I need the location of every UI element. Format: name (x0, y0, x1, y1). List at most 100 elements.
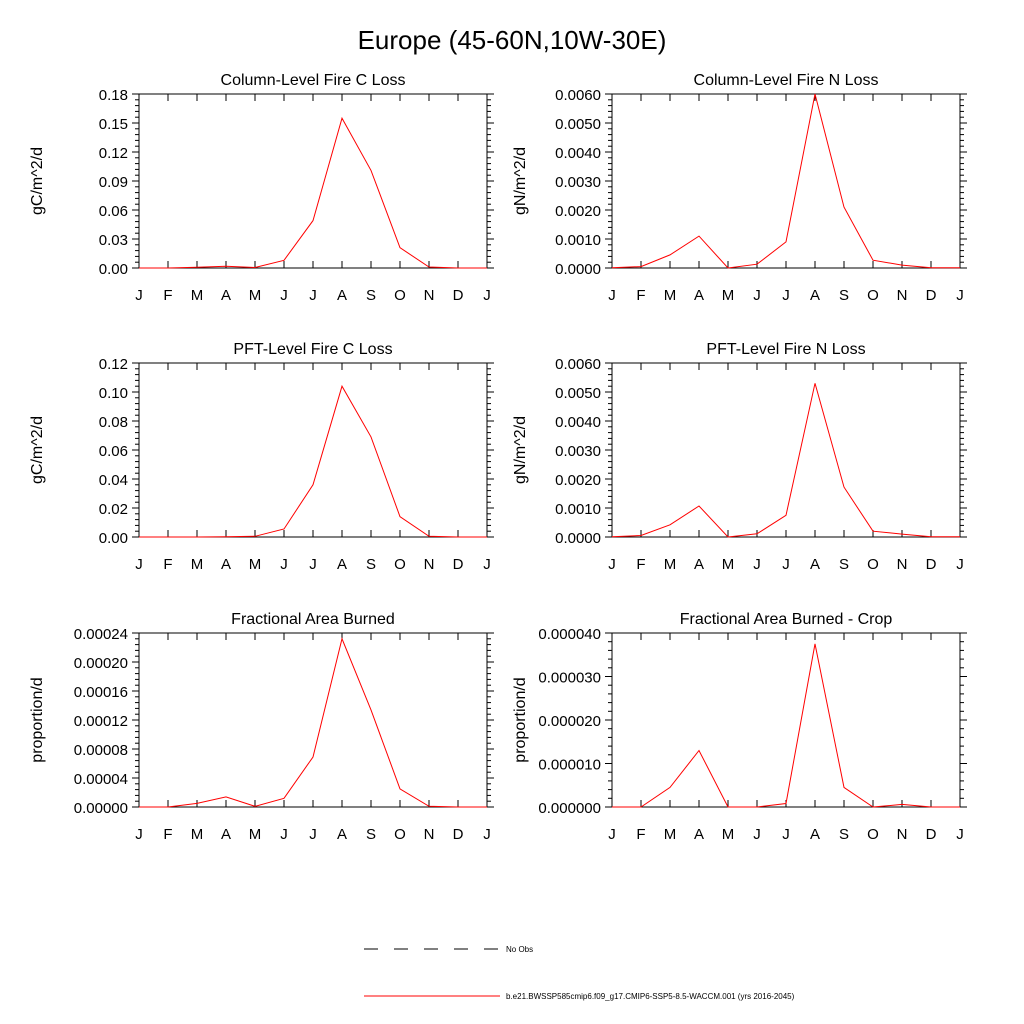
y-tick-label: 0.06 (99, 203, 128, 220)
x-tick-label: A (694, 556, 704, 573)
x-tick-label: J (135, 826, 143, 843)
y-tick-label: 0.0010 (555, 501, 601, 518)
x-tick-label: M (722, 826, 735, 843)
y-tick-label: 0.0000 (555, 530, 601, 547)
x-tick-label: S (839, 556, 849, 573)
series-line-model (139, 384, 487, 538)
y-tick-label: 0.000000 (538, 800, 601, 817)
x-tick-label: O (394, 826, 406, 843)
y-tick-label: 0.04 (99, 472, 128, 489)
x-tick-label: F (163, 287, 172, 304)
x-tick-label: F (636, 287, 645, 304)
x-tick-label: S (366, 826, 376, 843)
legend-no-obs-label: No Obs (506, 945, 533, 954)
y-tick-label: 0.0000 (555, 261, 601, 278)
x-tick-label: D (926, 826, 937, 843)
y-tick-label: 0.00 (99, 261, 128, 278)
legend-model-label: b.e21.BWSSP585cmip6.f09_g17.CMIP6-SSP5-8… (506, 992, 795, 1001)
y-tick-label: 0.000030 (538, 670, 601, 687)
x-tick-label: J (956, 556, 964, 573)
x-tick-label: J (608, 826, 616, 843)
x-tick-label: A (221, 287, 231, 304)
x-tick-label: J (608, 287, 616, 304)
y-axis-label: gN/m^2/d (512, 147, 529, 215)
plot-frame (611, 632, 961, 808)
x-tick-label: F (636, 556, 645, 573)
x-tick-label: D (453, 287, 464, 304)
x-tick-label: N (424, 826, 435, 843)
y-tick-label: 0.06 (99, 443, 128, 460)
y-tick-label: 0.0050 (555, 385, 601, 402)
x-tick-label: O (394, 556, 406, 573)
y-tick-label: 0.000040 (538, 626, 601, 643)
x-tick-label: D (926, 556, 937, 573)
y-tick-label: 0.000010 (538, 757, 601, 774)
x-tick-label: A (694, 826, 704, 843)
x-tick-label: S (366, 556, 376, 573)
y-tick-label: 0.0010 (555, 232, 601, 249)
x-tick-label: A (810, 287, 820, 304)
series-line-model (139, 637, 487, 808)
x-tick-label: M (722, 287, 735, 304)
y-tick-label: 0.0030 (555, 443, 601, 460)
y-tick-label: 0.00024 (74, 626, 128, 643)
y-axis-label: proportion/d (29, 677, 46, 762)
x-tick-label: J (280, 826, 288, 843)
x-tick-label: D (453, 826, 464, 843)
plot-frame (138, 93, 488, 269)
x-tick-label: J (483, 287, 491, 304)
y-axis-label: gN/m^2/d (512, 416, 529, 484)
x-tick-label: A (337, 826, 347, 843)
x-tick-label: A (810, 826, 820, 843)
x-tick-label: M (722, 556, 735, 573)
y-tick-label: 0.00000 (74, 800, 128, 817)
x-tick-label: J (956, 826, 964, 843)
y-tick-label: 0.02 (99, 501, 128, 518)
plot-frame (138, 632, 488, 808)
plot-frame (611, 362, 961, 538)
x-tick-label: J (280, 556, 288, 573)
x-tick-label: J (782, 287, 790, 304)
y-tick-label: 0.15 (99, 116, 128, 133)
x-tick-label: J (483, 556, 491, 573)
x-tick-label: J (782, 826, 790, 843)
panel-title: Fractional Area Burned - Crop (680, 611, 893, 628)
y-tick-label: 0.00 (99, 530, 128, 547)
x-tick-label: M (664, 826, 677, 843)
x-tick-label: A (694, 287, 704, 304)
legend: No Obs b.e21.BWSSP585cmip6.f09_g17.CMIP6… (364, 945, 795, 1001)
x-tick-label: N (897, 556, 908, 573)
y-tick-label: 0.00008 (74, 742, 128, 759)
x-tick-label: S (839, 287, 849, 304)
panel-1: J F M A M J J A S O N D J0.000.030.060.090.120.150.1… (29, 72, 494, 304)
x-tick-label: M (191, 556, 204, 573)
panel-title: Column-Level Fire C Loss (221, 72, 406, 89)
x-tick-label: J (483, 826, 491, 843)
x-tick-label: J (753, 287, 761, 304)
y-tick-label: 0.00012 (74, 713, 128, 730)
y-axis-label: gC/m^2/d (29, 147, 46, 215)
panel-5: J F M A M J J A S O N D J0.000000.000040.000080.0001… (29, 611, 494, 843)
x-tick-label: D (453, 556, 464, 573)
plot-frame (138, 362, 488, 538)
x-tick-label: J (135, 556, 143, 573)
x-tick-label: M (664, 556, 677, 573)
x-tick-label: M (249, 287, 262, 304)
panels: J F M A M J J A S O N D J0.000.030.060.090.120.150.1… (29, 72, 967, 843)
panel-3: J F M A M J J A S O N D J0.000.020.040.060.080.100.1… (29, 341, 494, 573)
y-tick-label: 0.12 (99, 145, 128, 162)
y-axis-label: gC/m^2/d (29, 416, 46, 484)
x-tick-label: M (249, 826, 262, 843)
x-tick-label: F (636, 826, 645, 843)
x-tick-label: J (956, 287, 964, 304)
x-tick-label: N (897, 287, 908, 304)
x-tick-label: J (135, 287, 143, 304)
y-tick-label: 0.0060 (555, 356, 601, 373)
y-tick-label: 0.0040 (555, 414, 601, 431)
x-tick-label: A (221, 556, 231, 573)
x-tick-label: A (221, 826, 231, 843)
x-tick-label: O (867, 287, 879, 304)
x-tick-label: A (810, 556, 820, 573)
x-tick-label: J (309, 287, 317, 304)
